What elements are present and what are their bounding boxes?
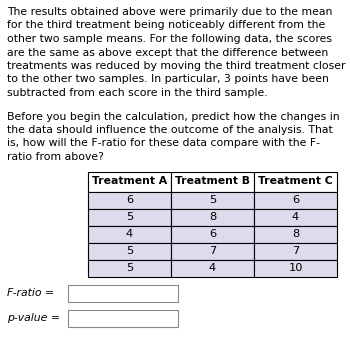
Bar [88, 225, 171, 242]
Text: 4: 4 [292, 212, 299, 222]
Bar [254, 242, 337, 260]
Bar [88, 209, 171, 225]
Bar [88, 260, 171, 276]
Text: 7: 7 [209, 246, 216, 256]
Bar [88, 242, 171, 260]
Text: 5: 5 [126, 263, 133, 273]
Text: 4: 4 [209, 263, 216, 273]
Bar [171, 225, 254, 242]
Text: treatments was reduced by moving the third treatment closer: treatments was reduced by moving the thi… [7, 61, 345, 71]
Bar [171, 242, 254, 260]
Text: Treatment A: Treatment A [92, 176, 167, 187]
Text: 6: 6 [292, 195, 299, 205]
Text: 5: 5 [126, 246, 133, 256]
Text: Before you begin the calculation, predict how the changes in: Before you begin the calculation, predic… [7, 112, 340, 121]
Bar [68, 310, 178, 327]
Bar [254, 171, 337, 192]
Text: subtracted from each score in the third sample.: subtracted from each score in the third … [7, 88, 268, 98]
Bar [171, 209, 254, 225]
Text: Treatment B: Treatment B [175, 176, 250, 187]
Text: The results obtained above were primarily due to the mean: The results obtained above were primaril… [7, 7, 332, 17]
Text: other two sample means. For the following data, the scores: other two sample means. For the followin… [7, 34, 332, 44]
Text: 6: 6 [126, 195, 133, 205]
Text: 6: 6 [209, 229, 216, 239]
Text: 5: 5 [209, 195, 216, 205]
Bar [171, 171, 254, 192]
Text: 8: 8 [292, 229, 299, 239]
Bar [171, 260, 254, 276]
Text: are the same as above except that the difference between: are the same as above except that the di… [7, 48, 328, 57]
Text: to the other two samples. In particular, 3 points have been: to the other two samples. In particular,… [7, 74, 329, 84]
Text: for the third treatment being noticeably different from the: for the third treatment being noticeably… [7, 21, 325, 30]
Bar [254, 192, 337, 209]
Text: 5: 5 [126, 212, 133, 222]
Text: 10: 10 [288, 263, 303, 273]
Bar [88, 171, 171, 192]
Text: F-ratio =: F-ratio = [7, 288, 54, 298]
Text: ratio from above?: ratio from above? [7, 152, 104, 162]
Bar [254, 209, 337, 225]
Text: p-value =: p-value = [7, 313, 60, 323]
Bar [88, 192, 171, 209]
Bar [254, 260, 337, 276]
Text: the data should influence the outcome of the analysis. That: the data should influence the outcome of… [7, 125, 333, 135]
Bar [171, 192, 254, 209]
Bar [254, 225, 337, 242]
Text: 7: 7 [292, 246, 299, 256]
Text: Treatment C: Treatment C [258, 176, 333, 187]
Text: 4: 4 [126, 229, 133, 239]
Text: is, how will the F-ratio for these data compare with the F-: is, how will the F-ratio for these data … [7, 139, 320, 148]
Text: 8: 8 [209, 212, 216, 222]
Bar [68, 285, 178, 301]
